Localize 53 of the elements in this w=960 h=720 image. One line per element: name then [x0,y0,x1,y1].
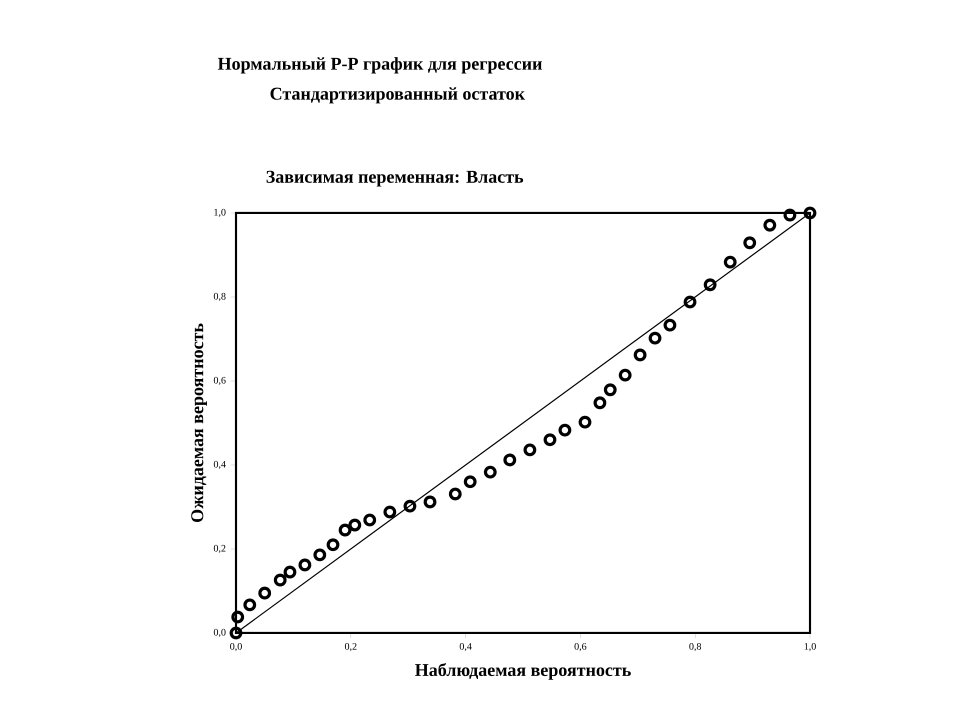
point [383,506,396,518]
point [724,256,737,269]
x-tick-label: 0,0 [230,643,242,652]
point [243,598,256,612]
point [404,500,416,513]
x-tick-label: 0,8 [689,643,702,652]
point [424,496,436,508]
point [594,396,606,410]
point [704,278,717,292]
point [338,524,352,536]
point [648,332,662,345]
point [231,610,244,624]
x-axis-title: Наблюдаемая вероятность [415,663,631,680]
point [604,383,617,396]
point [284,566,296,578]
point [804,206,816,220]
point [784,208,796,222]
x-tick-label: 0,6 [574,643,586,652]
y-tick-label: 0,0 [214,628,226,638]
y-tick-label: 0,2 [214,544,226,554]
point [326,538,340,552]
point [763,218,776,232]
point [484,466,497,479]
chart-subtitle: Стандартизированный остаток [270,87,526,104]
y-axis-title: Ожидаемая вероятность [191,324,207,522]
y-tick-label: 1,0 [214,208,226,218]
point [503,454,516,466]
point [313,548,326,562]
y-tick-label: 0,6 [214,376,226,386]
point [464,475,477,488]
point [618,368,632,382]
point [448,488,462,500]
text: Зависимая переменная: Власть [266,170,524,187]
point [298,558,312,572]
point [664,318,676,332]
point [743,236,756,250]
x-tick-label: 0,4 [460,643,472,652]
point [363,514,376,526]
point [684,296,696,308]
point [258,586,272,600]
chart-title: Нормальный P-P график для регрессии [218,57,542,74]
point [348,518,362,532]
y-tick-label: 0,4 [214,460,226,470]
point [230,626,242,640]
point [544,433,556,446]
point [274,574,287,586]
x-tick-label: 1,0 [804,643,816,652]
point [523,443,536,456]
y-tick-label: 0,8 [214,292,226,302]
point [634,348,646,362]
x-tick-label: 0,2 [344,643,357,652]
point [558,424,572,437]
point [578,416,592,429]
